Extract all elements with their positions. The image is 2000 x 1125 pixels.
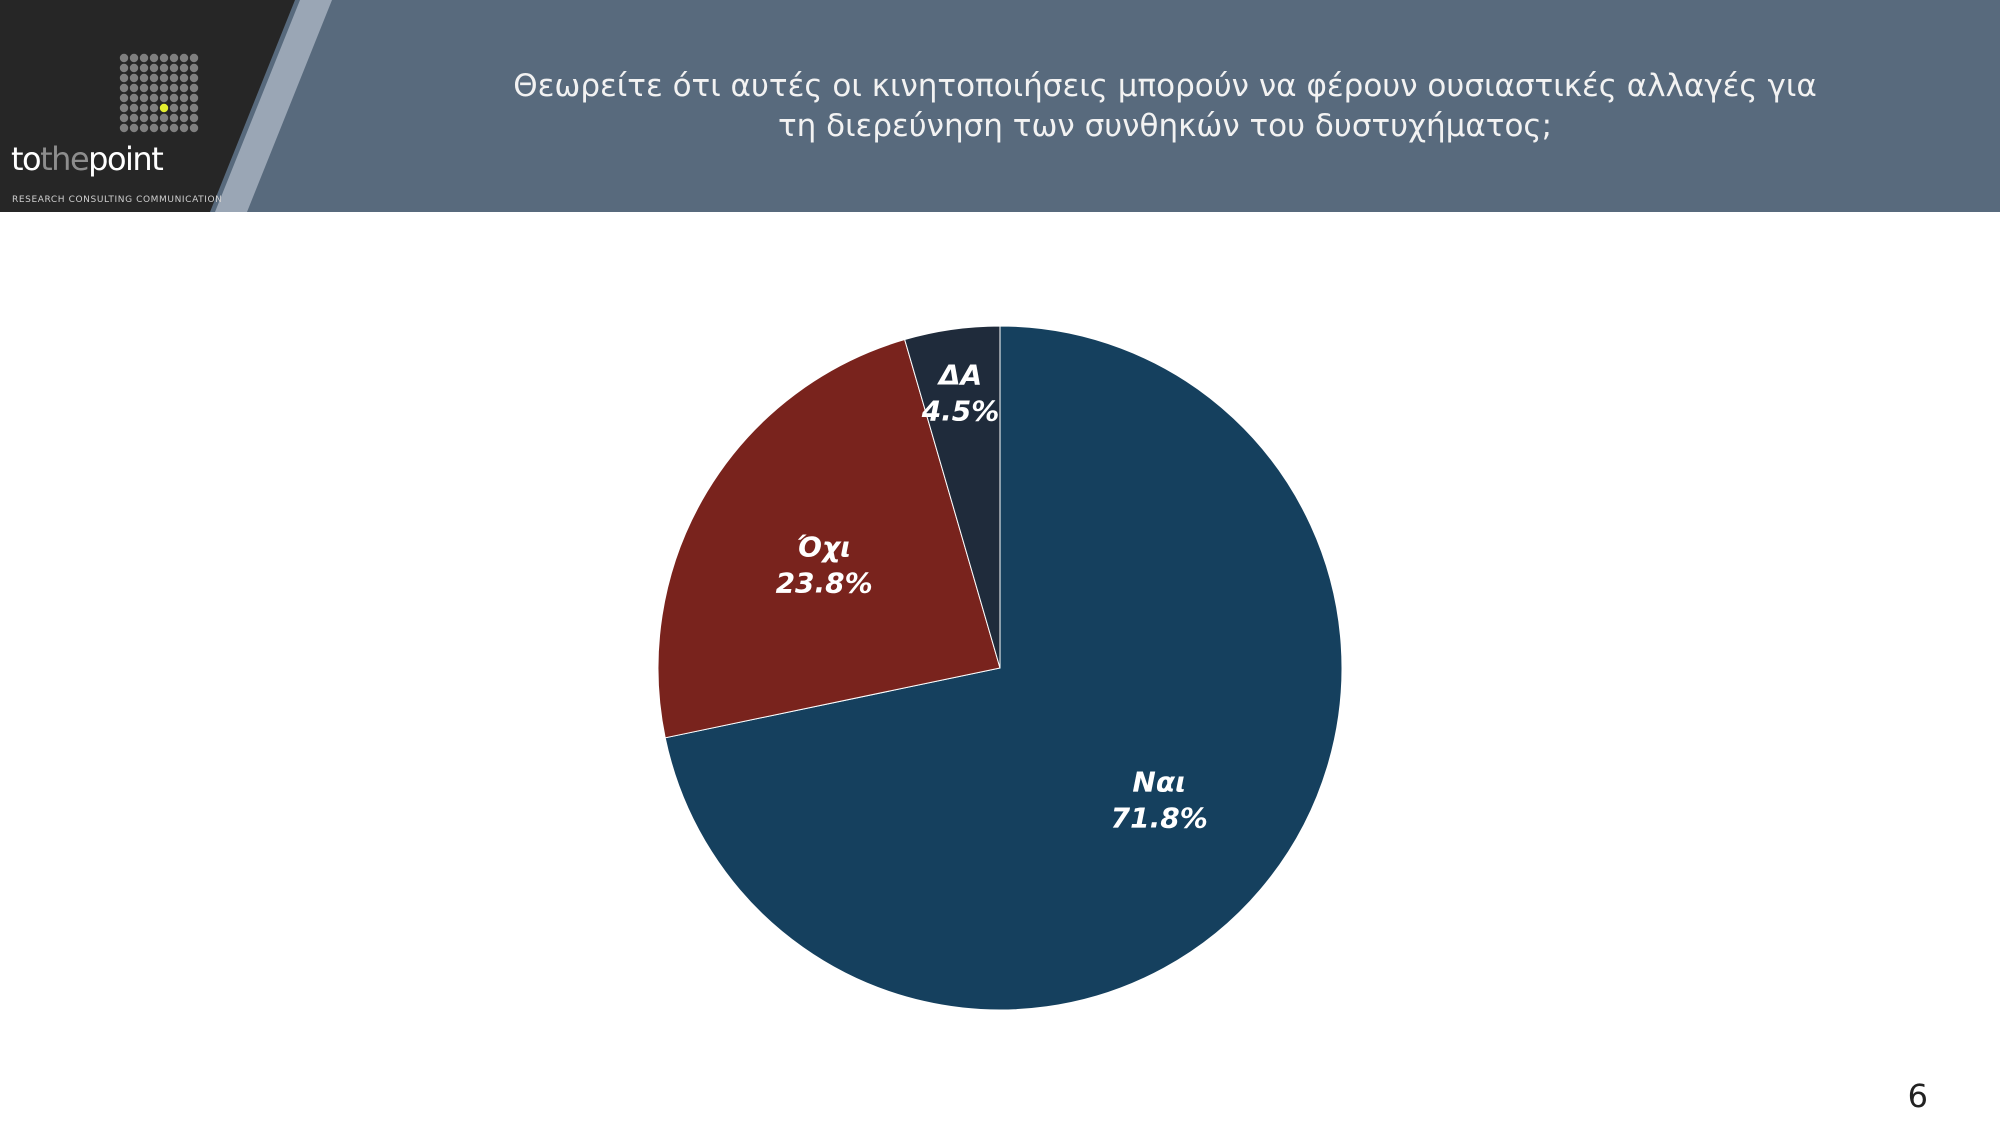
- logo-dot: [139, 83, 149, 93]
- logo-dot: [179, 73, 189, 83]
- pie-slice-1: [657, 338, 1001, 739]
- divider-stripe: [215, 0, 332, 212]
- logo-dot: [149, 63, 159, 73]
- logo-dot: [139, 123, 149, 133]
- logo-dot: [139, 53, 149, 63]
- logo-dot: [179, 53, 189, 63]
- logo-dot: [189, 53, 199, 63]
- logo-dot: [129, 113, 139, 123]
- logo-dot: [119, 63, 129, 73]
- logo-dot: [129, 63, 139, 73]
- title-band: [0, 0, 2000, 212]
- logo-dot: [159, 73, 169, 83]
- logo-dot-grid-icon: [119, 53, 199, 133]
- logo-dot: [149, 93, 159, 103]
- logo-dot: [139, 113, 149, 123]
- logo-dot: [169, 113, 179, 123]
- logo-dot: [139, 63, 149, 73]
- logo: tothepoint RESEARCH CONSULTING COMMUNICA…: [0, 0, 300, 212]
- logo-dot: [189, 103, 199, 113]
- brand-wordmark: tothepoint: [11, 140, 164, 178]
- logo-dot: [119, 113, 129, 123]
- logo-dot: [119, 83, 129, 93]
- logo-dot: [129, 73, 139, 83]
- logo-dot: [159, 83, 169, 93]
- logo-dot: [179, 123, 189, 133]
- logo-dot: [159, 63, 169, 73]
- logo-dot: [129, 53, 139, 63]
- logo-dot: [189, 73, 199, 83]
- logo-dot: [129, 123, 139, 133]
- logo-dot: [119, 53, 129, 63]
- logo-dot: [119, 73, 129, 83]
- logo-dot: [149, 83, 159, 93]
- logo-dot: [169, 73, 179, 83]
- logo-dot: [169, 123, 179, 133]
- logo-dot: [169, 53, 179, 63]
- slice-label-0: Ναι: [1132, 765, 1186, 798]
- logo-dot: [159, 113, 169, 123]
- logo-dot: [139, 103, 149, 113]
- slice-value-1: 23.8%: [776, 566, 873, 599]
- logo-dot: [159, 53, 169, 63]
- page-title-line-2: τη διερεύνηση των συνθηκών του δυστυχήμα…: [777, 108, 1553, 144]
- logo-dot: [149, 73, 159, 83]
- logo-dot: [149, 53, 159, 63]
- logo-dot: [179, 83, 189, 93]
- logo-highlight-dot: [159, 103, 169, 113]
- header-band: [0, 0, 2000, 212]
- logo-dot: [179, 113, 189, 123]
- logo-dot: [159, 93, 169, 103]
- pie-slice-0: [664, 325, 1343, 1011]
- logo-dot: [189, 83, 199, 93]
- brand-tagline: RESEARCH CONSULTING COMMUNICATION: [12, 195, 223, 205]
- logo-dot: [169, 63, 179, 73]
- logo-dot: [159, 123, 169, 133]
- page-title: Θεωρείτε ότι αυτές οι κινητοποιήσεις μπο…: [360, 66, 1970, 146]
- logo-dot: [139, 73, 149, 83]
- slice-value-2: 4.5%: [921, 394, 1000, 427]
- logo-dot: [179, 103, 189, 113]
- logo-dot: [189, 63, 199, 73]
- logo-dot: [119, 103, 129, 113]
- logo-dot: [129, 103, 139, 113]
- slice-label-2: ΔΑ: [937, 358, 982, 391]
- logo-dot: [169, 93, 179, 103]
- brand-point: point: [88, 140, 164, 178]
- logo-dot: [189, 113, 199, 123]
- logo-dot: [129, 83, 139, 93]
- logo-dot: [139, 93, 149, 103]
- logo-dot: [119, 93, 129, 103]
- slice-label-1: Όχι: [797, 530, 851, 563]
- slice-value-0: 71.8%: [1111, 801, 1208, 834]
- logo-dot: [179, 93, 189, 103]
- logo-dot: [149, 103, 159, 113]
- brand-the: the: [40, 140, 90, 178]
- logo-dot: [129, 93, 139, 103]
- logo-dot: [169, 103, 179, 113]
- logo-dot: [179, 63, 189, 73]
- pie-slice-2: [904, 325, 1001, 669]
- logo-dot: [189, 123, 199, 133]
- page-title-line-1: Θεωρείτε ότι αυτές οι κινητοποιήσεις μπο…: [513, 68, 1817, 104]
- logo-dot: [149, 123, 159, 133]
- logo-dot: [149, 113, 159, 123]
- logo-dot: [189, 93, 199, 103]
- page-number: 6: [1907, 1077, 1928, 1115]
- logo-dot: [169, 83, 179, 93]
- brand-to: to: [11, 140, 42, 178]
- logo-dot: [119, 123, 129, 133]
